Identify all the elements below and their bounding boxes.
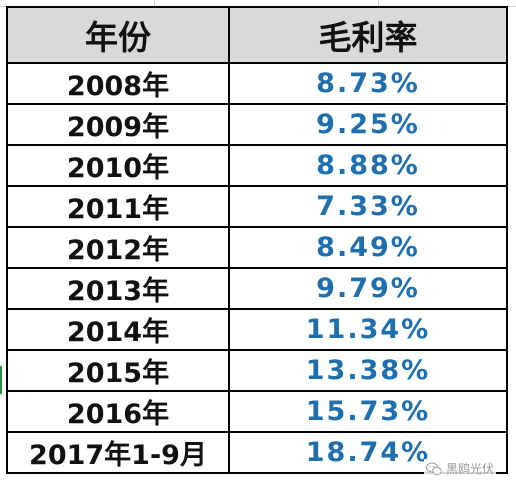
year-cell[interactable]: 2008年 (6, 62, 230, 105)
header-gross-margin[interactable]: 毛利率 (228, 6, 508, 64)
gross-margin-cell[interactable]: 9.25% (228, 103, 508, 146)
year-cell[interactable]: 2011年 (6, 185, 230, 228)
year-cell[interactable]: 2010年 (6, 144, 230, 187)
gross-margin-cell[interactable]: 8.88% (228, 144, 508, 187)
row-selection-marker (0, 366, 2, 394)
table-row: 2012年 8.49% (6, 226, 508, 269)
gross-margin-cell[interactable]: 9.79% (228, 267, 508, 310)
table-row: 2009年 9.25% (6, 103, 508, 146)
column-divider (154, 0, 155, 6)
year-cell[interactable]: 2013年 (6, 267, 230, 310)
gross-margin-cell[interactable]: 8.73% (228, 62, 508, 105)
year-cell[interactable]: 2009年 (6, 103, 230, 146)
column-divider (378, 0, 379, 6)
gross-margin-cell[interactable]: 8.49% (228, 226, 508, 269)
year-cell[interactable]: 2014年 (6, 308, 230, 351)
table-row: 2011年 7.33% (6, 185, 508, 228)
table-row: 2016年 15.73% (6, 390, 508, 433)
table-row: 2014年 11.34% (6, 308, 508, 351)
gross-margin-cell[interactable]: 11.34% (228, 308, 508, 351)
gross-margin-cell[interactable]: 15.73% (228, 390, 508, 433)
year-cell[interactable]: 2015年 (6, 349, 230, 392)
wechat-icon (425, 462, 442, 475)
year-cell[interactable]: 2016年 (6, 390, 230, 433)
year-cell[interactable]: 2017年1-9月 (6, 431, 230, 474)
table-row: 2008年 8.73% (6, 62, 508, 105)
header-year[interactable]: 年份 (6, 6, 230, 64)
gross-margin-cell[interactable]: 7.33% (228, 185, 508, 228)
table-row: 2010年 8.88% (6, 144, 508, 187)
table-header-row: 年份 毛利率 (6, 6, 508, 64)
watermark-text: 黑鸥光伏 (445, 462, 494, 476)
year-cell[interactable]: 2012年 (6, 226, 230, 269)
table-row: 2013年 9.79% (6, 267, 508, 310)
table-row: 2015年 13.38% (6, 349, 508, 392)
gross-margin-table: 年份 毛利率 2008年 8.73% 2009年 9.25% 2010年 8.8… (6, 6, 508, 474)
watermark: 黑鸥光伏 (423, 459, 496, 478)
gross-margin-cell[interactable]: 13.38% (228, 349, 508, 392)
